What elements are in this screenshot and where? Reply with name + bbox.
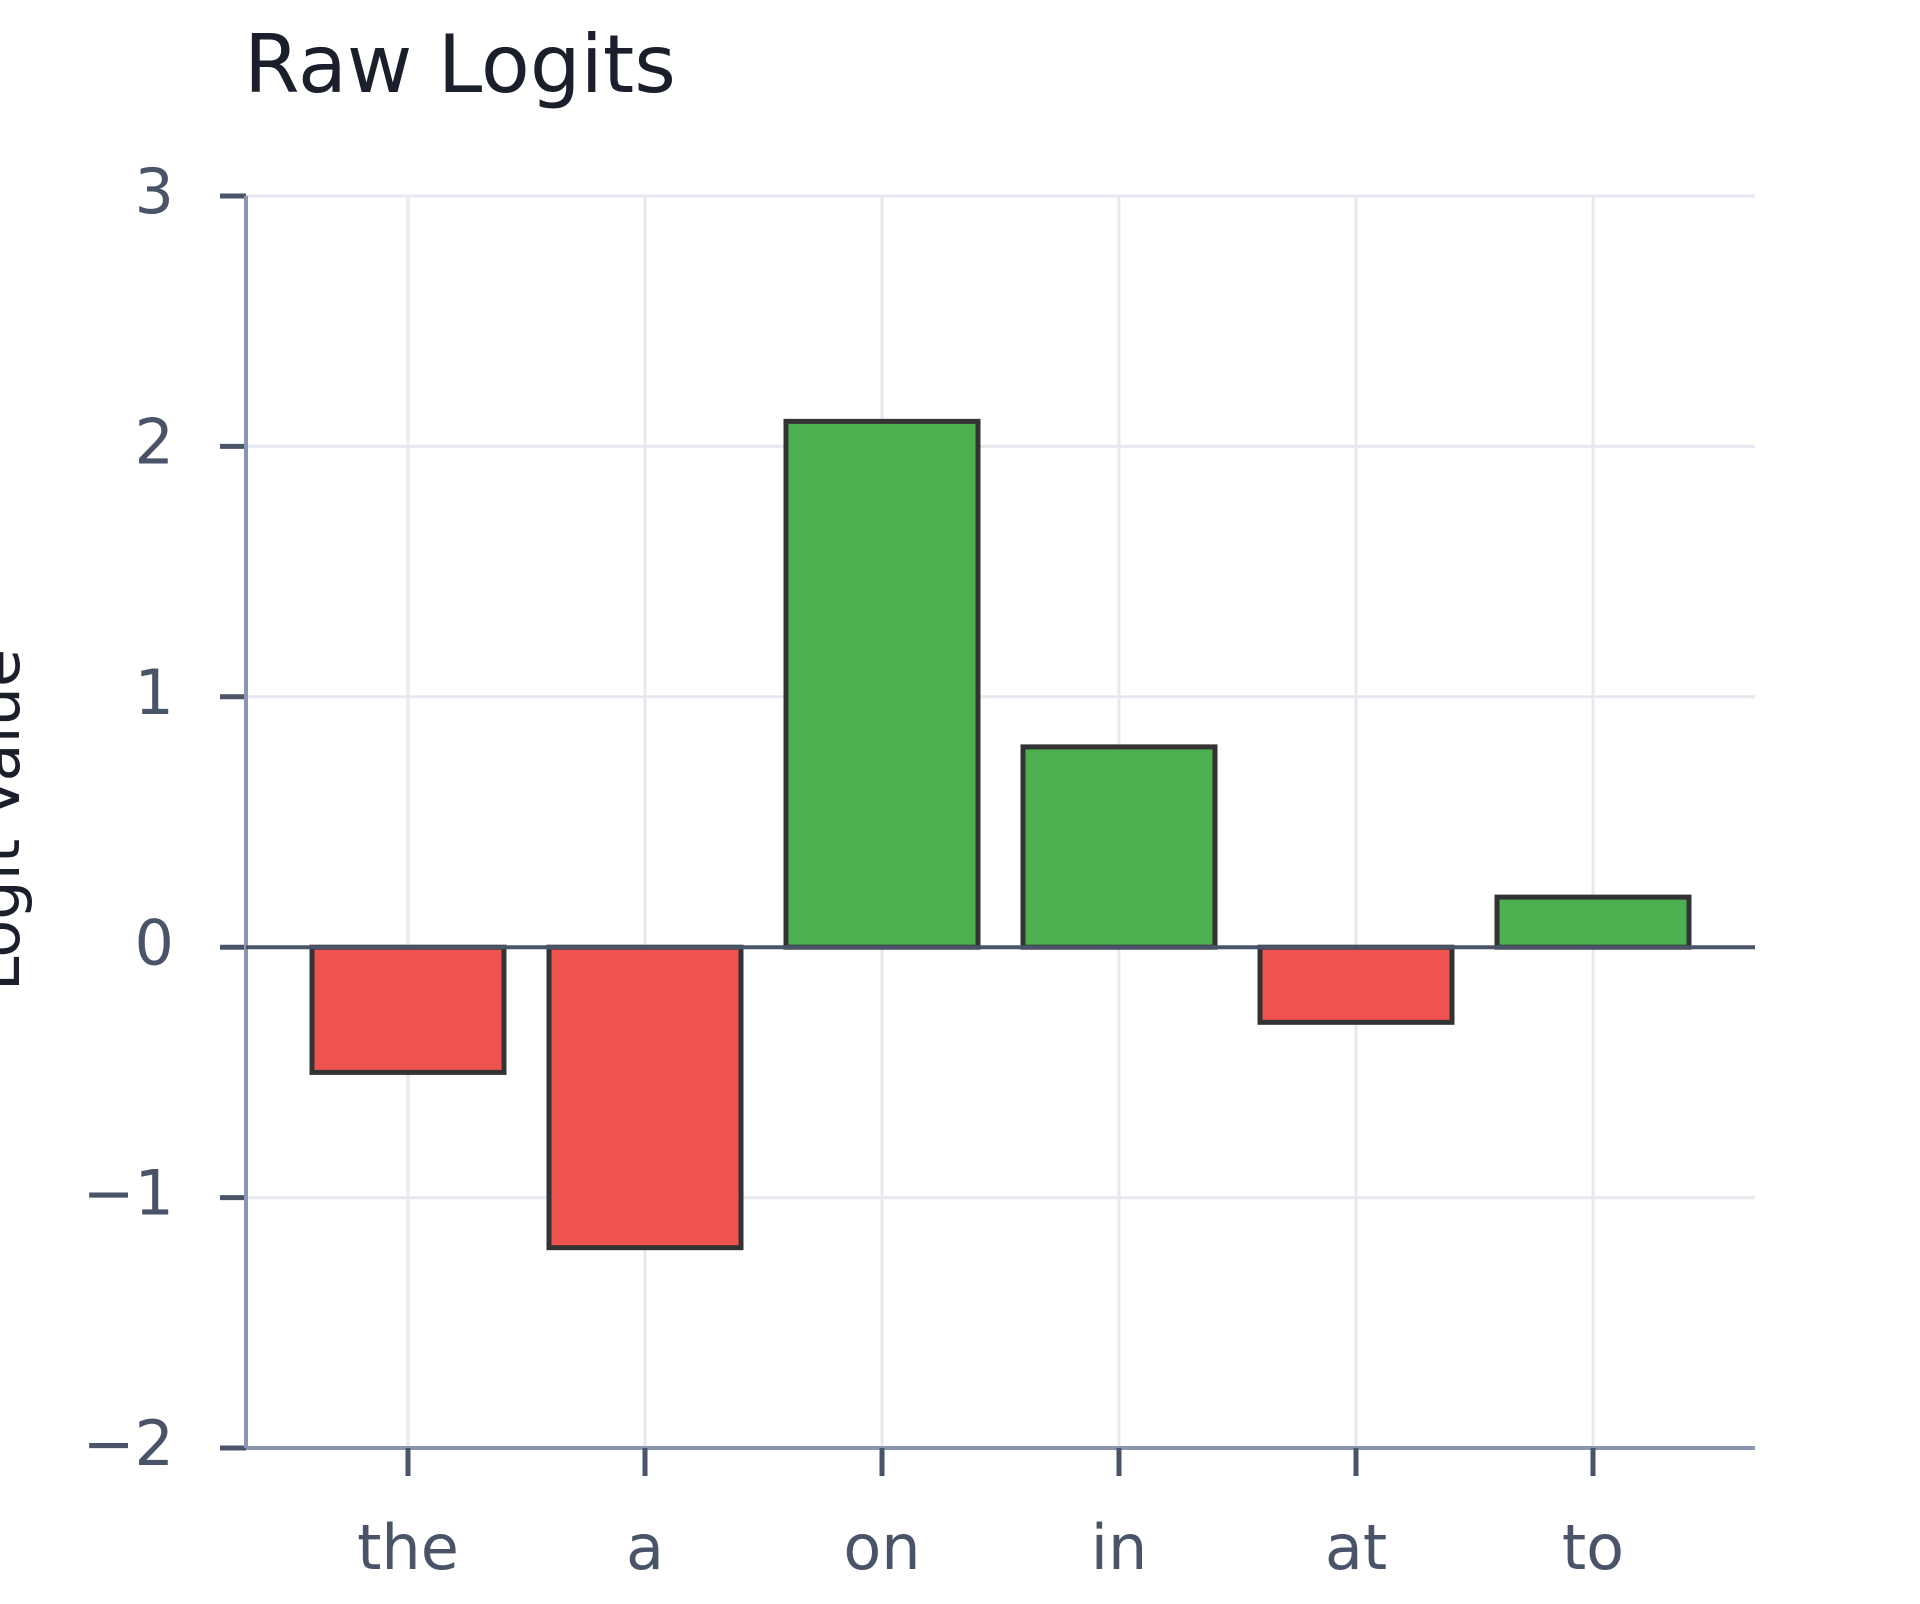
x-tick-label: to xyxy=(1562,1511,1624,1584)
bar xyxy=(546,944,744,1251)
chart-title: Raw Logits xyxy=(244,18,676,111)
bar xyxy=(1020,744,1218,950)
y-tick-label: 2 xyxy=(135,405,174,478)
bar xyxy=(783,418,981,950)
bar xyxy=(309,944,507,1075)
y-tick-label: −1 xyxy=(83,1157,174,1230)
y-tick-label: 3 xyxy=(135,155,174,228)
x-tick-label: at xyxy=(1325,1511,1387,1584)
y-tick-label: 0 xyxy=(135,906,174,979)
x-tick-label: on xyxy=(843,1511,920,1584)
x-tick-label: the xyxy=(357,1511,459,1584)
y-tick-label: 1 xyxy=(135,656,174,729)
y-tick-label: −2 xyxy=(83,1407,174,1480)
x-tick-label: in xyxy=(1091,1511,1148,1584)
y-axis-label: Logit Value xyxy=(0,649,34,991)
bar xyxy=(1257,944,1455,1025)
bar xyxy=(1494,894,1692,950)
x-tick-label: a xyxy=(626,1511,664,1584)
